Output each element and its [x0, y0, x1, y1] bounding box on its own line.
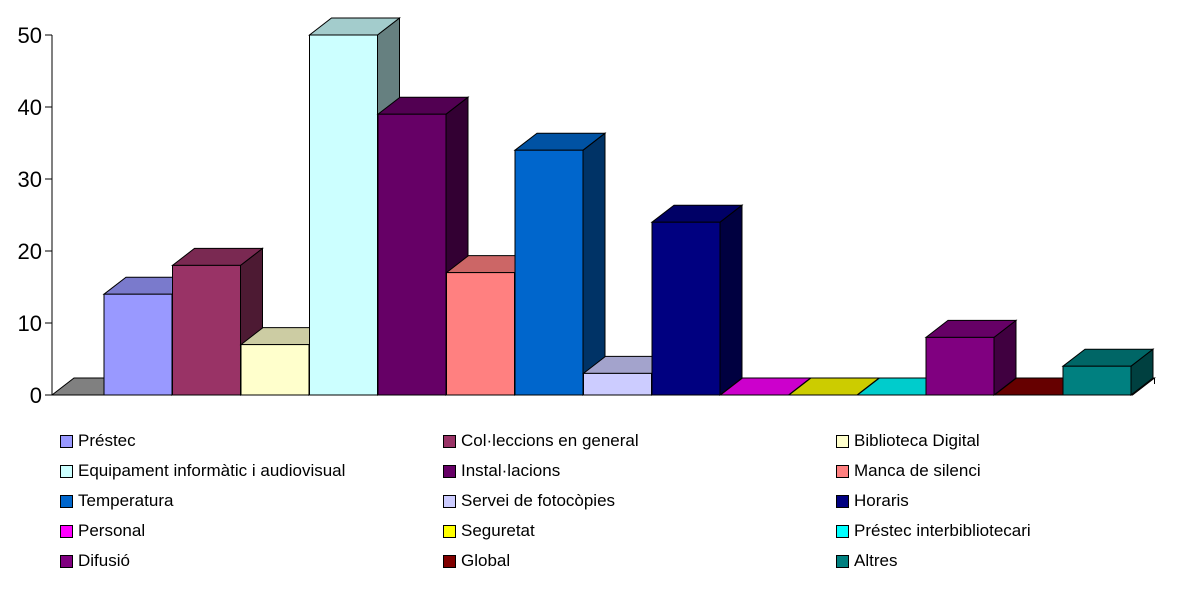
legend-swatch	[443, 524, 456, 538]
legend-swatch	[443, 464, 456, 478]
legend-label: Global	[461, 551, 511, 570]
legend-item: Préstec interbibliotecari	[836, 518, 1031, 544]
legend-swatch	[60, 464, 73, 478]
legend-swatch	[60, 434, 73, 448]
chart-legend: Préstec Col·leccions en general Biblioteca…	[60, 428, 1190, 588]
y-tick-label: 0	[30, 383, 42, 408]
legend-item: Seguretat	[443, 518, 535, 544]
legend-item: Col·leccions en general	[443, 428, 639, 454]
legend-swatch	[443, 554, 456, 568]
bar	[513, 132, 607, 397]
legend-item: Servei de fotocòpies	[443, 488, 615, 514]
legend-swatch	[836, 434, 849, 448]
legend-item: Equipament informàtic i audiovisual	[60, 458, 345, 484]
bar-front	[651, 221, 721, 396]
legend-swatch	[836, 524, 849, 538]
y-tick-label: 50	[18, 23, 42, 48]
bar-front	[925, 336, 995, 396]
bar	[924, 319, 1018, 397]
legend-item: Biblioteca Digital	[836, 428, 980, 454]
legend-item: Altres	[836, 548, 897, 574]
legend-label: Temperatura	[78, 491, 174, 510]
legend-swatch	[60, 554, 73, 568]
bar-front	[1062, 365, 1132, 396]
bar-front	[240, 344, 310, 396]
bar-front	[172, 264, 241, 396]
y-tick-label: 30	[18, 167, 42, 192]
legend-label: Col·leccions en general	[461, 431, 639, 450]
legend-label: Personal	[78, 521, 146, 540]
bar-chart: 0 10 20 30 40 50	[18, 16, 1156, 408]
legend-item: Difusió	[60, 548, 130, 574]
y-tick-label: 20	[18, 239, 42, 264]
legend-label: Préstec	[78, 431, 136, 450]
legend-label: Servei de fotocòpies	[461, 491, 616, 510]
legend-label: Horaris	[854, 491, 909, 510]
legend-label: Seguretat	[461, 521, 535, 540]
bar-front	[583, 372, 652, 396]
legend-swatch	[443, 494, 456, 508]
legend-swatch	[443, 434, 456, 448]
legend-swatch	[836, 494, 849, 508]
bar	[650, 204, 744, 397]
legend-label: Manca de silenci	[854, 461, 981, 480]
bar-side	[719, 204, 743, 397]
legend-item: Instal·lacions	[443, 458, 560, 484]
legend-item: Temperatura	[60, 488, 173, 514]
bar-front	[103, 293, 173, 396]
legend-item: Personal	[60, 518, 145, 544]
bar-front	[446, 272, 515, 396]
legend-item: Global	[443, 548, 510, 574]
legend-label: Préstec interbibliotecari	[854, 521, 1031, 540]
legend-item: Préstec	[60, 428, 136, 454]
legend-swatch	[836, 554, 849, 568]
legend-label: Biblioteca Digital	[854, 431, 980, 450]
legend-item: Manca de silenci	[836, 458, 981, 484]
legend-label: Difusió	[78, 551, 130, 570]
legend-label: Altres	[854, 551, 898, 570]
legend-swatch	[60, 494, 73, 508]
y-tick-label: 40	[18, 95, 42, 120]
bar-front	[514, 149, 584, 396]
legend-item: Horaris	[836, 488, 909, 514]
bar-front	[377, 113, 447, 396]
bar-front	[309, 34, 378, 396]
y-tick-label: 10	[18, 311, 42, 336]
bar-side	[582, 132, 606, 397]
legend-swatch	[60, 524, 73, 538]
legend-swatch	[836, 464, 849, 478]
legend-label: Equipament informàtic i audiovisual	[78, 461, 346, 480]
legend-label: Instal·lacions	[461, 461, 561, 480]
bar	[1061, 348, 1155, 397]
